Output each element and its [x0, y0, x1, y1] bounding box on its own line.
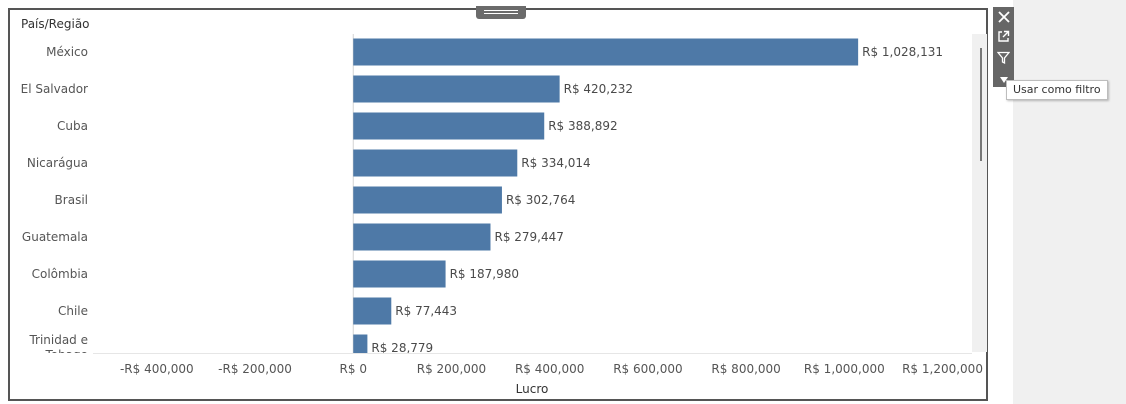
close-button[interactable] [993, 7, 1014, 27]
x-tick-label: -R$ 400,000 [120, 362, 194, 376]
x-tick-label: R$ 1,200,000 [902, 362, 983, 376]
bar [353, 297, 392, 325]
data-label: R$ 420,232 [564, 82, 633, 96]
data-label: R$ 1,028,131 [862, 45, 943, 59]
category-label: Cuba [57, 119, 88, 133]
bar [353, 112, 545, 140]
drag-handle[interactable] [476, 6, 526, 19]
row-header: País/Região [21, 17, 90, 31]
bar [353, 223, 491, 251]
filter-tooltip: Usar como filtro [1006, 80, 1108, 100]
side-panel [1013, 0, 1126, 404]
scrollbar-thumb[interactable] [980, 48, 982, 161]
category-label: El Salvador [21, 82, 88, 96]
data-label: R$ 279,447 [494, 230, 563, 244]
caret-down-icon [999, 70, 1009, 89]
bar [353, 38, 859, 66]
x-tick-label: R$ 1,000,000 [804, 362, 885, 376]
x-tick-label: R$ 800,000 [711, 362, 780, 376]
category-label: Guatemala [22, 230, 88, 244]
category-label: Trinidad e [28, 333, 88, 347]
category-label-cont: Tobago [44, 348, 88, 362]
close-icon [997, 8, 1010, 27]
category-label: Nicarágua [27, 156, 88, 170]
worksheet-toolbar [993, 7, 1014, 87]
data-label: R$ 187,980 [450, 267, 519, 281]
profit-bar-chart: R$ 1,028,131 México R$ 420,232 El Salvador R… [21, 17, 983, 396]
more-options-button[interactable] [993, 69, 1014, 89]
data-label: R$ 334,014 [521, 156, 590, 170]
bar [353, 149, 518, 177]
filter-icon [996, 49, 1011, 68]
filter-button[interactable] [993, 48, 1014, 68]
category-label: Colômbia [32, 267, 88, 281]
category-label: México [46, 45, 88, 59]
data-label: R$ 388,892 [548, 119, 617, 133]
category-label: Brasil [55, 193, 88, 207]
category-label: Chile [58, 304, 88, 318]
x-tick-label: R$ 200,000 [417, 362, 486, 376]
data-label: R$ 77,443 [395, 304, 457, 318]
x-tick-label: R$ 600,000 [613, 362, 682, 376]
x-axis-title: Lucro [516, 382, 549, 396]
bar [353, 75, 560, 103]
bar [353, 260, 446, 288]
bar [353, 334, 368, 353]
x-tick-label: -R$ 200,000 [218, 362, 292, 376]
bar [353, 186, 502, 214]
popout-button[interactable] [993, 27, 1014, 47]
plot-area: R$ 1,028,131 México R$ 420,232 El Salvador R… [21, 34, 943, 362]
data-label: R$ 28,779 [371, 341, 433, 355]
popout-icon [997, 28, 1010, 47]
data-label: R$ 302,764 [506, 193, 575, 207]
x-tick-label: R$ 400,000 [515, 362, 584, 376]
scrollbar-track[interactable] [972, 34, 987, 352]
x-tick-label: R$ 0 [340, 362, 367, 376]
